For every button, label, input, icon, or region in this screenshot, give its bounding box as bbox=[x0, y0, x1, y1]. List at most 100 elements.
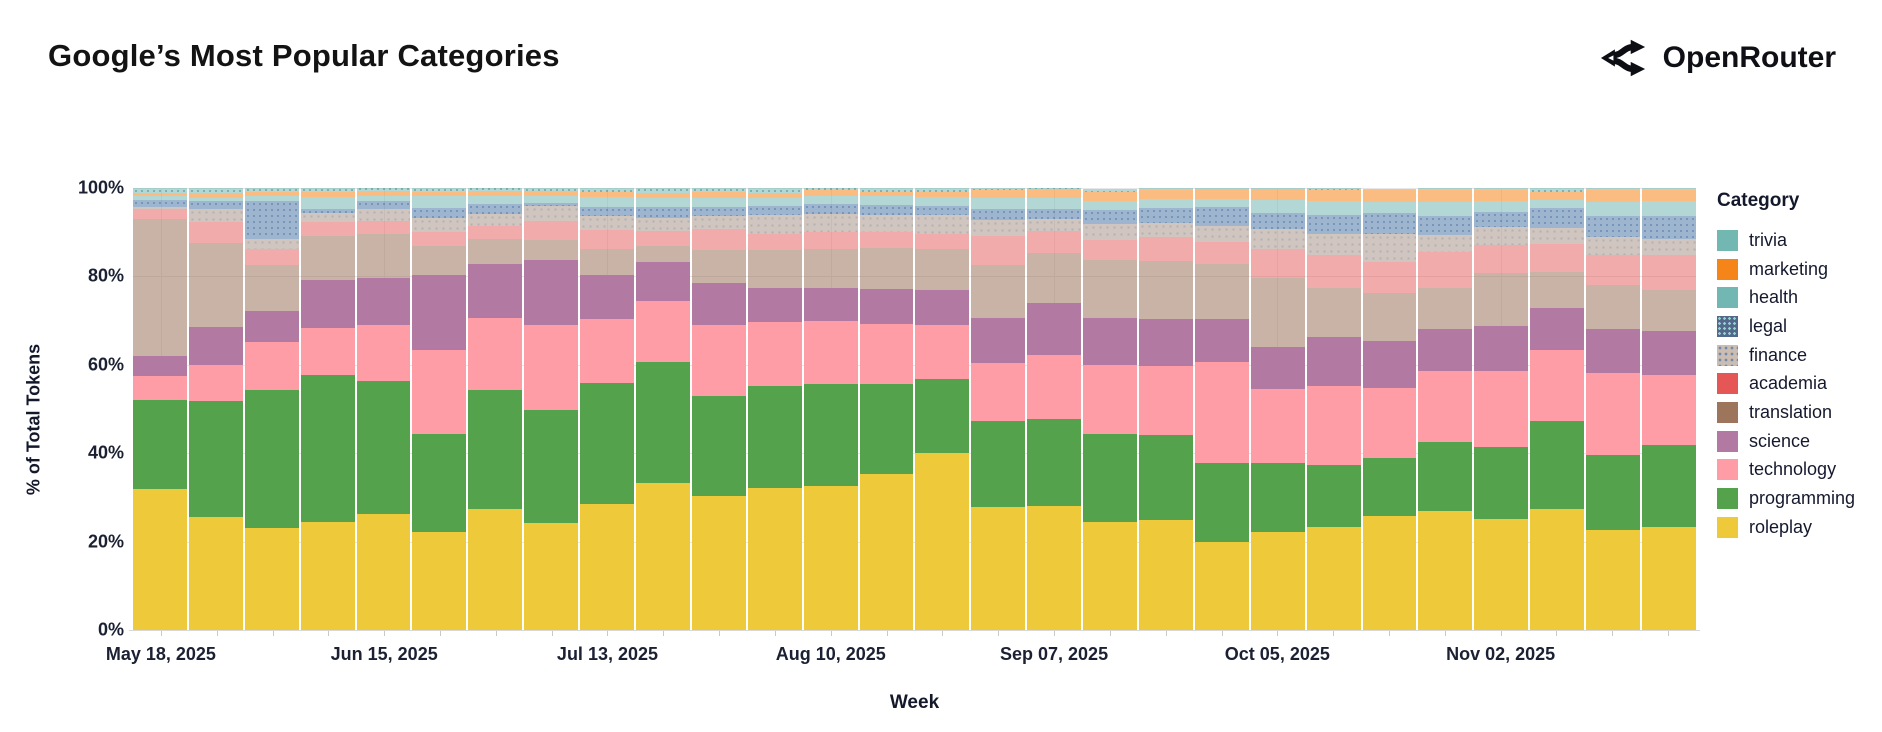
segment-translation[interactable] bbox=[524, 240, 579, 260]
segment-marketing[interactable] bbox=[1083, 192, 1138, 201]
segment-health[interactable] bbox=[244, 196, 299, 202]
bar-week-nov-23-2025[interactable] bbox=[1642, 188, 1696, 630]
segment-science[interactable] bbox=[1027, 302, 1082, 356]
segment-science[interactable] bbox=[1250, 346, 1305, 390]
segment-health[interactable] bbox=[636, 198, 690, 208]
segment-programming[interactable] bbox=[133, 400, 187, 489]
segment-science[interactable] bbox=[1194, 319, 1249, 362]
segment-trivia[interactable] bbox=[1474, 188, 1529, 190]
bar-week-oct-19-2025[interactable] bbox=[1362, 188, 1417, 630]
segment-programming[interactable] bbox=[1586, 454, 1641, 531]
segment-roleplay[interactable] bbox=[300, 522, 355, 630]
segment-finance[interactable] bbox=[524, 206, 579, 221]
segment-marketing[interactable] bbox=[524, 190, 579, 196]
segment-health[interactable] bbox=[859, 196, 914, 205]
segment-roleplay[interactable] bbox=[859, 474, 914, 630]
segment-technology[interactable] bbox=[580, 319, 635, 383]
segment-health[interactable] bbox=[356, 196, 411, 201]
segment-legal[interactable] bbox=[803, 204, 858, 215]
segment-marketing[interactable] bbox=[1642, 189, 1696, 202]
segment-programming[interactable] bbox=[188, 400, 243, 517]
segment-roleplay[interactable] bbox=[636, 482, 690, 630]
segment-science[interactable] bbox=[580, 275, 635, 320]
segment-legal[interactable] bbox=[300, 209, 355, 214]
segment-finance[interactable] bbox=[1083, 223, 1138, 241]
segment-finance[interactable] bbox=[1306, 234, 1361, 256]
segment-marketing[interactable] bbox=[803, 190, 858, 197]
segment-science[interactable] bbox=[1642, 330, 1696, 375]
segment-roleplay[interactable] bbox=[1418, 510, 1473, 630]
segment-science[interactable] bbox=[356, 278, 411, 326]
segment-marketing[interactable] bbox=[300, 192, 355, 197]
segment-marketing[interactable] bbox=[636, 192, 690, 199]
segment-translation[interactable] bbox=[1250, 278, 1305, 347]
segment-legal[interactable] bbox=[1362, 213, 1417, 235]
segment-legal[interactable] bbox=[1530, 208, 1585, 228]
segment-science[interactable] bbox=[747, 287, 802, 323]
segment-health[interactable] bbox=[300, 196, 355, 210]
bar-week-jul-20-2025[interactable] bbox=[636, 188, 690, 630]
segment-legal[interactable] bbox=[1139, 207, 1193, 223]
segment-marketing[interactable] bbox=[1139, 190, 1193, 200]
segment-translation[interactable] bbox=[468, 238, 523, 264]
segment-science[interactable] bbox=[915, 289, 970, 326]
bar-week-nov-02-2025[interactable] bbox=[1474, 188, 1529, 630]
segment-roleplay[interactable] bbox=[1642, 527, 1696, 630]
segment-marketing[interactable] bbox=[188, 192, 243, 198]
segment-technology[interactable] bbox=[1194, 361, 1249, 463]
bar-week-oct-26-2025[interactable] bbox=[1418, 188, 1473, 630]
segment-science[interactable] bbox=[244, 310, 299, 342]
segment-finance[interactable] bbox=[1586, 237, 1641, 256]
segment-legal[interactable] bbox=[356, 200, 411, 210]
segment-technology[interactable] bbox=[691, 325, 746, 396]
segment-finance[interactable] bbox=[1474, 226, 1529, 246]
legend-item-health[interactable]: health bbox=[1717, 283, 1855, 312]
segment-academia[interactable] bbox=[356, 220, 411, 235]
segment-legal[interactable] bbox=[859, 204, 914, 216]
segment-technology[interactable] bbox=[356, 325, 411, 382]
segment-translation[interactable] bbox=[859, 248, 914, 290]
segment-finance[interactable] bbox=[636, 217, 690, 231]
segment-technology[interactable] bbox=[244, 341, 299, 390]
segment-science[interactable] bbox=[691, 283, 746, 326]
segment-academia[interactable] bbox=[300, 221, 355, 237]
segment-trivia[interactable] bbox=[188, 188, 243, 193]
segment-technology[interactable] bbox=[803, 320, 858, 385]
segment-finance[interactable] bbox=[803, 214, 858, 233]
segment-legal[interactable] bbox=[188, 200, 243, 209]
segment-health[interactable] bbox=[1027, 197, 1082, 210]
segment-science[interactable] bbox=[412, 275, 467, 351]
segment-roleplay[interactable] bbox=[580, 504, 635, 630]
segment-academia[interactable] bbox=[1362, 262, 1417, 294]
segment-translation[interactable] bbox=[1418, 287, 1473, 330]
segment-science[interactable] bbox=[1083, 317, 1138, 365]
bar-week-aug-10-2025[interactable] bbox=[803, 188, 858, 630]
bar-week-aug-24-2025[interactable] bbox=[915, 188, 970, 630]
segment-marketing[interactable] bbox=[412, 192, 467, 197]
segment-translation[interactable] bbox=[1530, 272, 1585, 308]
legend-item-academia[interactable]: academia bbox=[1717, 369, 1855, 398]
segment-academia[interactable] bbox=[1250, 248, 1305, 279]
bar-week-may-18-2025[interactable] bbox=[133, 188, 187, 630]
segment-legal[interactable] bbox=[1642, 215, 1696, 239]
segment-finance[interactable] bbox=[1530, 227, 1585, 245]
segment-programming[interactable] bbox=[580, 382, 635, 505]
segment-finance[interactable] bbox=[691, 215, 746, 230]
segment-technology[interactable] bbox=[1642, 374, 1696, 445]
segment-science[interactable] bbox=[971, 317, 1026, 364]
segment-translation[interactable] bbox=[133, 218, 187, 356]
segment-marketing[interactable] bbox=[1474, 189, 1529, 201]
segment-trivia[interactable] bbox=[244, 188, 299, 192]
segment-roleplay[interactable] bbox=[1027, 505, 1082, 630]
segment-health[interactable] bbox=[1306, 201, 1361, 215]
segment-academia[interactable] bbox=[1474, 245, 1529, 273]
segment-science[interactable] bbox=[133, 356, 187, 376]
legend-item-marketing[interactable]: marketing bbox=[1717, 255, 1855, 284]
segment-legal[interactable] bbox=[1306, 214, 1361, 235]
segment-roleplay[interactable] bbox=[1474, 518, 1529, 630]
segment-programming[interactable] bbox=[468, 389, 523, 509]
segment-roleplay[interactable] bbox=[133, 488, 187, 630]
segment-legal[interactable] bbox=[747, 206, 802, 215]
segment-marketing[interactable] bbox=[1586, 189, 1641, 203]
segment-finance[interactable] bbox=[188, 208, 243, 223]
